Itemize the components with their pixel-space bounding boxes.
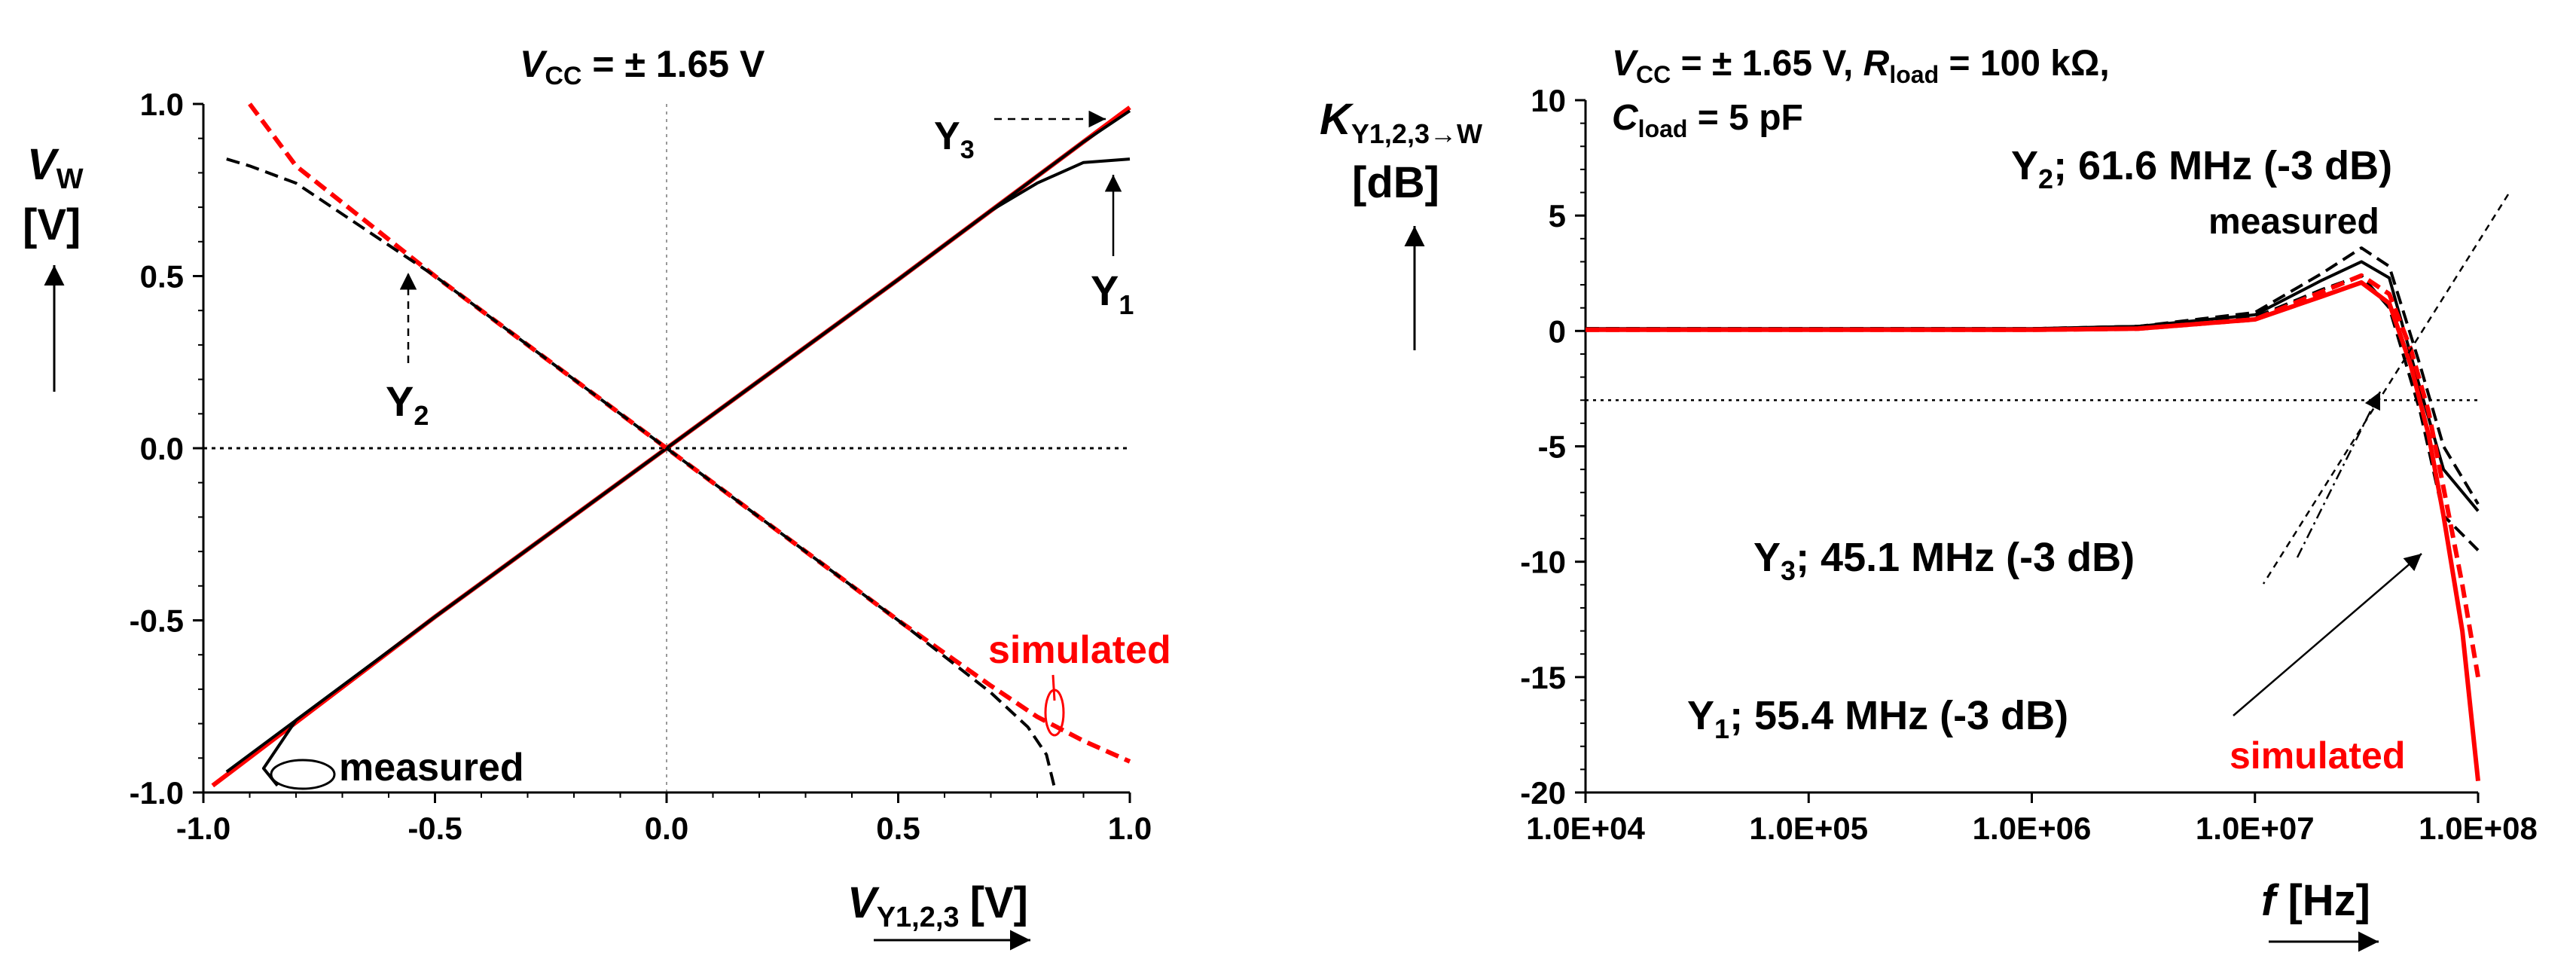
right-x-tick-label: 1.0E+08 (2419, 811, 2538, 846)
right-x-tick-label: 1.0E+04 (1526, 811, 1645, 846)
right-x-tick-label: 1.0E+07 (2196, 811, 2315, 846)
y3-cutoff-pointer (2296, 391, 2382, 558)
right-y-axis-label: KY1,2,3→W (1320, 95, 1482, 149)
right-y-tick-label: 0 (1549, 313, 1566, 349)
frequency-response-chart: 10 5 0 -5 -10 -15 -201.0E+04 1.0E+05 1.0E+06 1.0E… (1320, 44, 2538, 952)
right-y-tick-label: -20 (1520, 775, 1566, 811)
y3-label: Y3 (934, 115, 975, 164)
right-ticks: 10 5 0 -5 -10 -15 -201.0E+04 1.0E+05 1.0E+06 1.0E… (1520, 83, 2538, 846)
right-y-tick-label: -10 (1520, 545, 1566, 580)
left-measured-label: measured (339, 746, 524, 789)
right-series (1586, 246, 2480, 782)
left-x-tick-label: -1.0 (176, 811, 230, 846)
right-y-tick-label: -15 (1520, 660, 1566, 695)
left-simulated-loop (1044, 689, 1065, 737)
left-gridlines (203, 104, 1130, 792)
dc-transfer-chart: 1.0 0.5 0.0 -0.5 -1.0-1.0 -0.5 0.0 0.5 1.0 VCC =… (23, 43, 1171, 951)
y2-cutoff-pointer (2262, 194, 2510, 585)
right-y-tick-label: 10 (1531, 83, 1566, 118)
right-title-line2: Cload = 5 pF (1612, 98, 1803, 142)
right-series-line-1 (1586, 260, 2480, 512)
left-y-tick-label: 0.0 (140, 431, 184, 466)
y2-cutoff-label: Y2; 61.6 MHz (-3 dB) (2011, 143, 2392, 194)
y1-cutoff-pointer (2233, 553, 2422, 716)
right-simulated-label: simulated (2230, 734, 2405, 777)
right-series-line-2 (1586, 273, 2480, 551)
right-x-tick-label: 1.0E+05 (1749, 811, 1868, 846)
left-y-tick-label: -0.5 (130, 603, 184, 639)
right-y-tick-label: -5 (1538, 429, 1566, 465)
left-x-tick-label: 1.0 (1108, 811, 1152, 846)
left-simulated-leader (1051, 674, 1056, 701)
y1-label: Y1 (1091, 267, 1134, 320)
left-x-tick-label: -0.5 (407, 811, 462, 846)
y2-label: Y2 (386, 377, 429, 431)
left-series-line-4 (226, 157, 1058, 793)
right-y-tick-label: 5 (1549, 198, 1566, 234)
left-x-tick-label: 0.5 (876, 811, 920, 846)
right-measured-label: measured (2208, 202, 2379, 242)
left-y-tick-label: -1.0 (130, 775, 184, 811)
left-y-tick-label: 1.0 (140, 87, 184, 122)
left-y-tick-label: 0.5 (140, 259, 184, 295)
right-series-line-4 (1586, 273, 2480, 678)
left-ticks: 1.0 0.5 0.0 -0.5 -1.0-1.0 -0.5 0.0 0.5 1.0 (130, 87, 1152, 846)
left-y-axis-unit: [V] (23, 200, 81, 249)
left-series-line-2 (261, 157, 1131, 787)
left-measured-loop (270, 759, 336, 790)
left-chart-title: VCC = ± 1.65 V (520, 43, 765, 90)
left-y-axis-label: VW (27, 140, 84, 195)
right-x-tick-label: 1.0E+06 (1973, 811, 2092, 846)
right-y-axis-unit: [dB] (1352, 158, 1439, 207)
right-title-line1: VCC = ± 1.65 V, Rload = 100 kΩ, (1612, 44, 2110, 88)
left-simulated-label: simulated (988, 628, 1171, 672)
y3-cutoff-label: Y3; 45.1 MHz (-3 dB) (1753, 535, 2135, 586)
y1-cutoff-label: Y1; 55.4 MHz (-3 dB) (1687, 693, 2068, 744)
left-x-tick-label: 0.0 (645, 811, 688, 846)
right-x-axis-label: f [Hz] (2261, 876, 2370, 925)
left-x-axis-label: VY1,2,3 [V] (847, 878, 1028, 933)
